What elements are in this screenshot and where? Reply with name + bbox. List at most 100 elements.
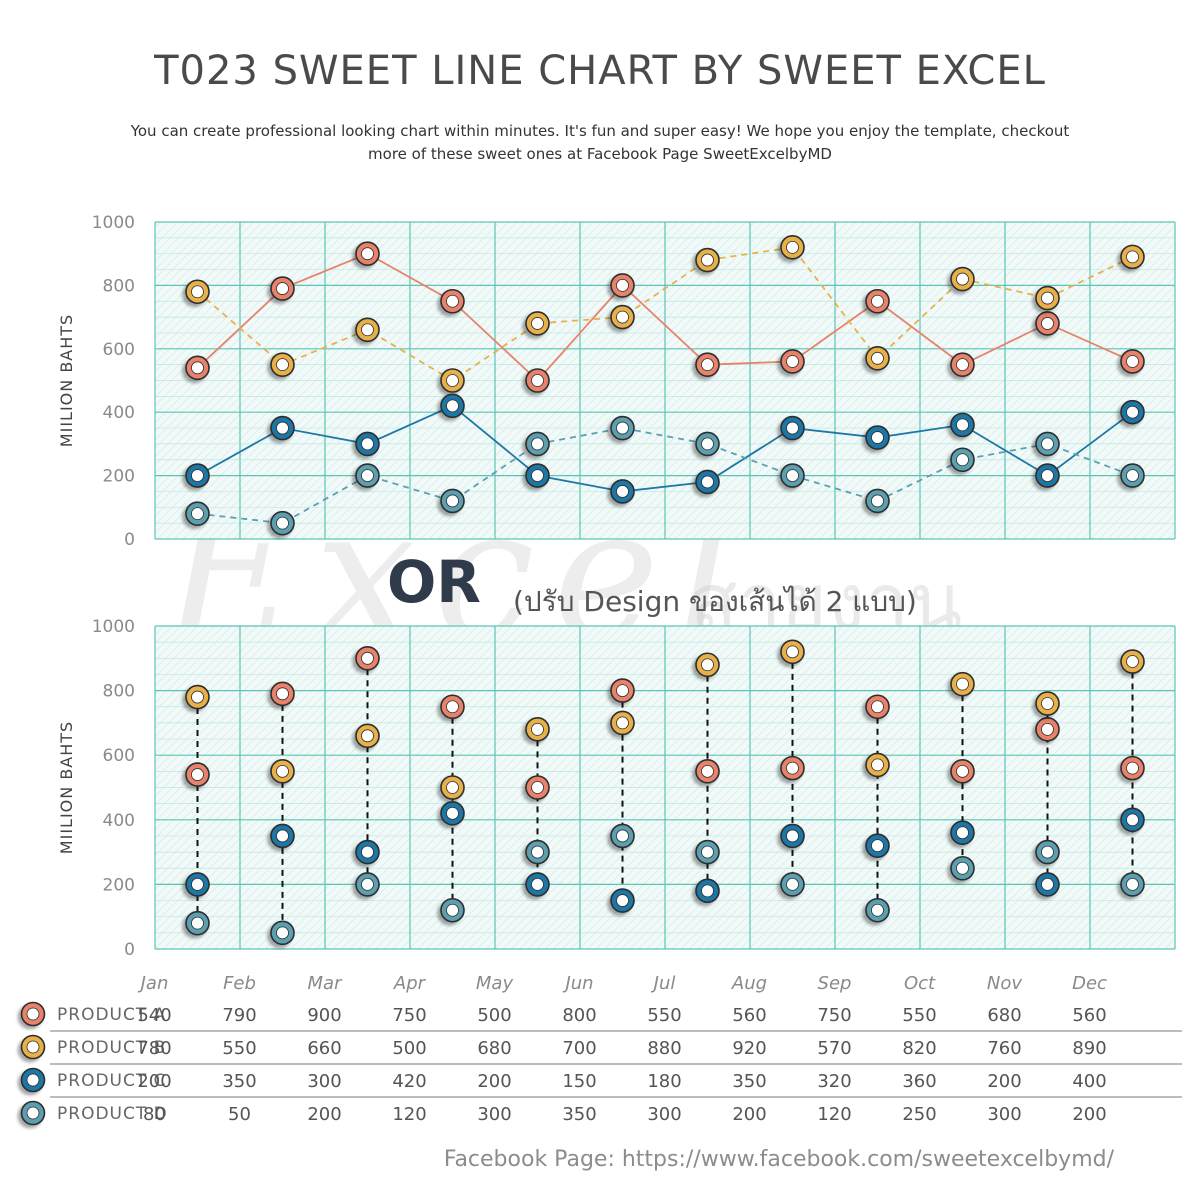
point-product-a	[270, 276, 295, 301]
table-cell: 200	[987, 1071, 1021, 1092]
table-cell: 540	[137, 1005, 171, 1026]
point-product-d	[695, 431, 720, 457]
point-product-b	[185, 279, 210, 305]
point-product-b-center	[1126, 250, 1139, 264]
table-cell: 200	[1072, 1104, 1106, 1125]
point-product-d	[695, 839, 720, 865]
point-product-d-center	[446, 903, 459, 917]
y-tick-label: 1000	[92, 213, 135, 233]
table-header-month: Feb	[223, 973, 256, 994]
legend-label-product-a: PRODUCT A	[57, 1005, 166, 1025]
point-product-d-center	[531, 845, 544, 859]
y-tick-label: 800	[103, 682, 135, 702]
table-cell: 360	[902, 1071, 936, 1092]
table-cell: 120	[392, 1104, 426, 1125]
table-cell: 300	[987, 1104, 1021, 1125]
point-product-d-center	[276, 926, 289, 940]
point-product-c-center	[531, 878, 544, 891]
point-product-a-center	[701, 764, 714, 778]
point-product-c-center	[956, 826, 969, 840]
point-product-a	[185, 762, 210, 787]
point-product-a	[440, 288, 465, 314]
point-product-a	[610, 678, 635, 703]
point-product-c	[355, 839, 380, 865]
legend-marker-product-b-center	[26, 1040, 40, 1054]
table-cell: 560	[1072, 1005, 1106, 1026]
table-cell: 660	[307, 1038, 341, 1059]
y-tick-label: 600	[103, 340, 135, 360]
table-cell: 350	[562, 1104, 596, 1125]
point-product-d-center	[871, 903, 884, 917]
table-cell: 500	[477, 1005, 511, 1026]
point-product-b	[440, 368, 465, 393]
y-tick-label: 1000	[92, 617, 135, 637]
point-product-d-center	[1041, 437, 1054, 451]
table-cell: 880	[647, 1038, 681, 1059]
point-product-c	[1120, 807, 1145, 833]
point-product-a-center	[701, 358, 714, 372]
point-product-c-center	[1041, 469, 1054, 483]
or-label: OR	[387, 548, 481, 616]
facebook-footer[interactable]: Facebook Page: https://www.facebook.com/…	[443, 1147, 1114, 1172]
y-tick-label: 400	[103, 811, 135, 831]
table-cell: 550	[222, 1038, 256, 1059]
point-product-c-center	[1041, 878, 1054, 891]
point-product-b	[440, 775, 465, 800]
table-cell: 700	[562, 1038, 596, 1059]
point-product-a	[440, 694, 465, 720]
point-product-d-center	[446, 494, 459, 508]
table-cell: 300	[647, 1104, 681, 1125]
table-cell: 200	[137, 1071, 171, 1092]
point-product-d	[270, 920, 295, 946]
point-product-d-center	[361, 878, 374, 891]
table-cell: 890	[1072, 1038, 1106, 1059]
table-cell: 200	[307, 1104, 341, 1125]
point-product-c	[610, 479, 635, 504]
table-cell: 550	[647, 1005, 681, 1026]
point-product-b-center	[616, 716, 629, 730]
point-product-a	[610, 273, 635, 298]
point-product-b-center	[361, 729, 374, 743]
point-product-c	[695, 469, 720, 495]
point-product-c	[185, 463, 210, 488]
point-product-c-center	[1126, 813, 1139, 827]
point-product-b-center	[786, 240, 799, 254]
table-header-month: Jan	[138, 973, 169, 994]
point-product-b	[355, 317, 380, 343]
point-product-b	[1035, 691, 1060, 716]
point-product-a-center	[616, 684, 629, 697]
point-product-a-center	[1126, 761, 1139, 775]
point-product-b-center	[956, 677, 969, 691]
table-cell: 570	[817, 1038, 851, 1059]
point-product-a-center	[786, 761, 799, 775]
point-product-b	[610, 710, 635, 736]
point-product-b	[780, 639, 805, 665]
page-title: T023 SWEET LINE CHART BY SWEET EXCEL	[154, 48, 1046, 94]
point-product-a-center	[871, 294, 884, 308]
table-header-month: Jun	[562, 973, 593, 994]
table-cell: 550	[902, 1005, 936, 1026]
point-product-b	[270, 352, 295, 377]
point-product-b	[865, 346, 890, 371]
table-cell: 680	[987, 1005, 1021, 1026]
point-product-c	[355, 431, 380, 457]
point-product-a	[695, 759, 720, 784]
point-product-d-center	[1126, 469, 1139, 483]
table-cell: 300	[307, 1071, 341, 1092]
point-product-c	[440, 393, 465, 419]
point-product-a	[270, 681, 295, 707]
point-product-c	[865, 833, 890, 858]
table-cell: 320	[817, 1071, 851, 1092]
point-product-b-center	[701, 253, 714, 267]
series-line-product-b	[196, 246, 1133, 382]
point-product-d	[780, 463, 805, 488]
point-product-a-center	[531, 781, 544, 794]
table-cell: 200	[477, 1071, 511, 1092]
point-product-a-center	[1041, 722, 1054, 736]
point-product-a	[950, 759, 975, 784]
point-product-c-center	[786, 421, 799, 435]
point-product-d	[185, 501, 210, 526]
point-product-c	[185, 872, 210, 897]
table-header-month: Jul	[651, 973, 676, 994]
point-product-b-center	[531, 317, 544, 330]
